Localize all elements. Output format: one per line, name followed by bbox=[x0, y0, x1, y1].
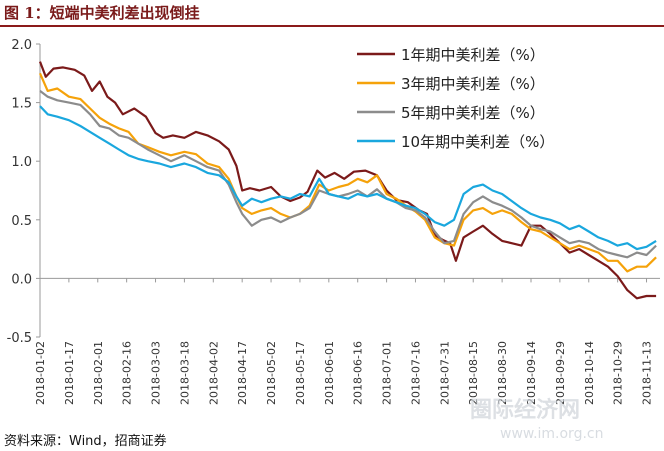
x-tick-label: 2018-10-14 bbox=[583, 341, 596, 405]
series-line-3y bbox=[38, 72, 657, 273]
watermark-logo: 圈际经济网 bbox=[470, 398, 581, 423]
x-tick-label: 2018-09-29 bbox=[554, 341, 567, 405]
x-tick-label: 2018-09-14 bbox=[525, 341, 538, 405]
y-tick-label: 1.5 bbox=[11, 97, 32, 112]
y-tick-label: 2.0 bbox=[11, 38, 32, 53]
x-tick-label: 2018-07-16 bbox=[409, 341, 422, 405]
legend-label-10y: 10年期中美利差（%） bbox=[401, 133, 554, 151]
x-tick-label: 2018-05-02 bbox=[265, 341, 278, 405]
x-tick-label: 2018-05-17 bbox=[294, 341, 307, 405]
x-tick-label: 2018-06-01 bbox=[323, 341, 336, 405]
source-note: 资料来源：Wind，招商证券 bbox=[4, 434, 167, 449]
x-tick-label: 2018-07-31 bbox=[438, 341, 451, 405]
series-line-1y bbox=[38, 61, 657, 300]
y-tick-label: -0.5 bbox=[7, 331, 32, 346]
x-tick-label: 2018-04-17 bbox=[236, 341, 249, 405]
x-tick-label: 2018-03-18 bbox=[178, 341, 191, 405]
y-tick-label: 0.0 bbox=[11, 272, 32, 287]
watermark-url: www.im.org.cn bbox=[500, 426, 604, 442]
legend-label-5y: 5年期中美利差（%） bbox=[401, 104, 545, 122]
x-tick-label: 2018-04-02 bbox=[207, 341, 220, 405]
x-tick-label: 2018-01-17 bbox=[63, 341, 76, 405]
x-tick-label: 2018-02-01 bbox=[92, 341, 105, 405]
x-tick-label: 2018-03-03 bbox=[150, 341, 163, 405]
line-chart: -0.5 0.0 0.5 1.0 1.5 2.0 2018-01-02 2018-01-17 2… bbox=[7, 38, 660, 405]
x-tick-label: 2018-08-30 bbox=[496, 341, 509, 405]
x-tick-label: 2018-01-02 bbox=[34, 341, 47, 405]
y-tick-label: 1.0 bbox=[11, 155, 32, 170]
x-tick-label: 2018-10-29 bbox=[612, 341, 625, 405]
x-tick-label: 2018-07-01 bbox=[381, 341, 394, 405]
x-tick-label: 2018-11-13 bbox=[641, 341, 654, 405]
x-tick-label: 2018-08-15 bbox=[467, 341, 480, 405]
series-line-5y bbox=[39, 90, 657, 259]
y-tick-label: 0.5 bbox=[11, 214, 32, 229]
figure-title: 图 1：短端中美利差出现倒挂 bbox=[4, 4, 200, 22]
x-tick-label: 2018-06-16 bbox=[352, 341, 365, 405]
legend-label-3y: 3年期中美利差（%） bbox=[401, 75, 545, 93]
series-line-10y bbox=[39, 105, 657, 251]
legend-label-1y: 1年期中美利差（%） bbox=[401, 46, 545, 64]
title-rule bbox=[0, 25, 664, 27]
x-tick-label: 2018-02-16 bbox=[121, 341, 134, 405]
